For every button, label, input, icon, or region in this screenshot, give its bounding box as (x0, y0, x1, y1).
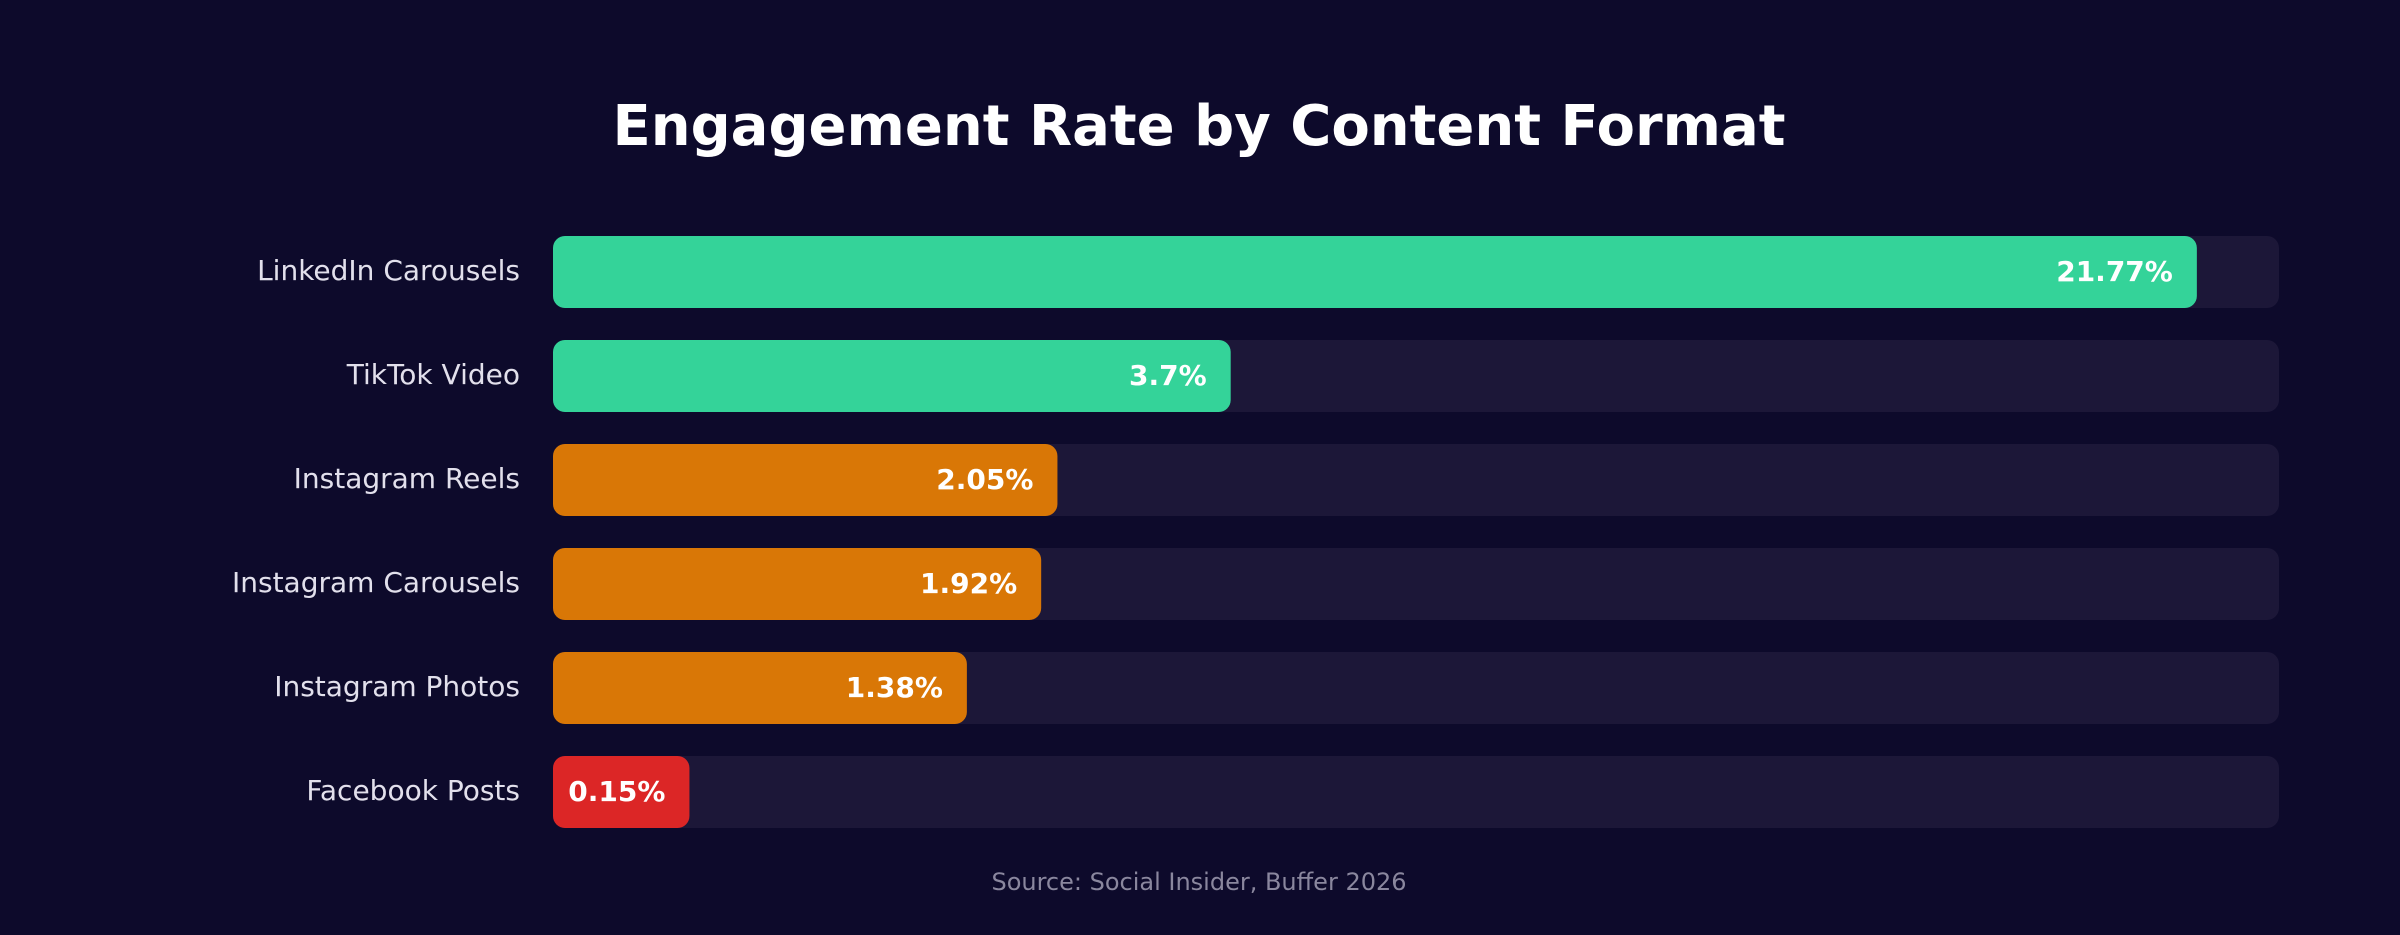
value-label: 0.15% (568, 775, 665, 808)
category-label: Facebook Posts (306, 774, 520, 807)
value-label: 3.7% (1129, 359, 1207, 392)
value-label: 21.77% (2056, 255, 2173, 288)
chart-title: Engagement Rate by Content Format (612, 94, 1785, 159)
value-label: 1.92% (920, 567, 1017, 600)
bar (553, 444, 1058, 516)
bar (553, 340, 1231, 412)
value-label: 1.38% (846, 671, 943, 704)
bar (553, 548, 1042, 620)
bar (553, 236, 2197, 308)
category-label: Instagram Carousels (232, 566, 520, 599)
category-label: LinkedIn Carousels (257, 254, 520, 287)
category-label: TikTok Video (346, 358, 520, 391)
category-label: Instagram Photos (274, 670, 520, 703)
bar (553, 652, 967, 724)
value-label: 2.05% (936, 463, 1033, 496)
bar-track (553, 652, 2279, 724)
bar (553, 756, 690, 828)
category-label: Instagram Reels (294, 462, 520, 495)
source-note: Source: Social Insider, Buffer 2026 (991, 868, 1406, 896)
bar-track (553, 756, 2279, 828)
